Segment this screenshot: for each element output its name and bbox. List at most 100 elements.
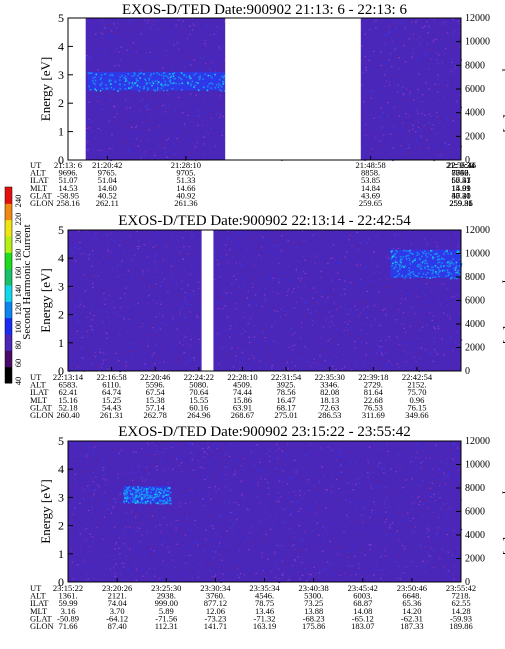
noise-speck (186, 38, 189, 40)
band-speck (142, 498, 144, 500)
noise-speck (187, 555, 189, 557)
table-cell: 261.36 (174, 198, 197, 208)
noise-speck (356, 500, 358, 502)
noise-speck (370, 259, 373, 261)
noise-speck (116, 470, 118, 472)
noise-speck (171, 273, 173, 275)
noise-speck (455, 536, 458, 538)
noise-speck (203, 136, 205, 138)
noise-speck (311, 476, 313, 478)
band-speck (424, 262, 426, 265)
noise-speck (434, 328, 436, 330)
noise-speck (416, 443, 419, 445)
noise-speck (154, 154, 156, 156)
band-speck (183, 74, 186, 77)
noise-speck (425, 287, 428, 289)
noise-speck (396, 363, 399, 365)
noise-speck (197, 124, 199, 126)
noise-speck (101, 296, 104, 298)
noise-speck (146, 104, 148, 106)
noise-speck (140, 157, 142, 159)
noise-speck (366, 576, 369, 579)
panel-3: EXOS-D/TED Date:900902 23:15:22 - 23:55:… (30, 424, 505, 631)
band-speck (187, 81, 189, 84)
noise-speck (459, 469, 462, 471)
noise-speck (316, 301, 319, 303)
noise-speck (140, 568, 142, 570)
noise-speck (161, 322, 164, 324)
noise-speck (424, 546, 426, 548)
noise-speck (94, 489, 96, 491)
noise-speck (187, 468, 189, 470)
noise-speck (176, 570, 178, 572)
noise-speck (249, 317, 251, 319)
band-speck (390, 258, 393, 260)
noise-speck (406, 147, 408, 149)
noise-speck (182, 352, 184, 355)
band-speck (223, 76, 225, 78)
band-speck (437, 273, 439, 275)
noise-speck (213, 576, 216, 578)
noise-speck (145, 578, 147, 580)
noise-speck (367, 104, 370, 107)
noise-speck (204, 43, 206, 45)
noise-speck (392, 514, 394, 516)
noise-speck (155, 508, 157, 510)
noise-speck (153, 269, 155, 271)
noise-speck (187, 507, 190, 510)
noise-speck (366, 290, 368, 292)
noise-speck (235, 529, 238, 531)
noise-speck (271, 447, 273, 449)
noise-speck (422, 504, 424, 506)
noise-speck (398, 555, 400, 557)
noise-speck (257, 548, 260, 550)
band-speck (443, 265, 445, 267)
noise-speck (401, 297, 403, 299)
noise-speck (233, 446, 235, 448)
noise-speck (155, 258, 157, 260)
noise-speck (218, 488, 220, 490)
band-speck (152, 82, 155, 85)
noise-speck (153, 146, 155, 148)
noise-speck (295, 494, 297, 496)
noise-speck (239, 230, 241, 232)
noise-speck (430, 494, 432, 496)
noise-speck (363, 284, 365, 286)
noise-speck (195, 322, 198, 324)
band-speck (222, 77, 224, 79)
noise-speck (435, 38, 437, 40)
noise-speck (450, 58, 453, 60)
band-speck (133, 501, 136, 503)
noise-speck (385, 133, 388, 135)
band-speck (145, 82, 148, 84)
band-speck (180, 72, 183, 74)
noise-speck (425, 25, 427, 27)
noise-speck (255, 304, 258, 306)
noise-speck (261, 469, 263, 471)
noise-speck (71, 299, 73, 301)
noise-speck (418, 504, 420, 506)
band-speck (421, 261, 424, 264)
noise-speck (131, 471, 133, 473)
noise-speck (89, 465, 92, 467)
noise-speck (410, 95, 412, 97)
band-speck (450, 277, 453, 280)
noise-speck (332, 337, 335, 339)
noise-speck (403, 44, 405, 47)
noise-speck (336, 456, 338, 458)
noise-speck (241, 494, 243, 497)
noise-speck (351, 545, 354, 547)
noise-speck (148, 443, 150, 446)
noise-speck (248, 304, 250, 306)
noise-speck (390, 71, 392, 73)
noise-speck (229, 528, 232, 530)
noise-speck (125, 365, 127, 367)
noise-speck (192, 494, 194, 496)
noise-speck (174, 457, 177, 459)
noise-speck (231, 314, 233, 316)
noise-speck (197, 110, 200, 112)
band-speck (144, 495, 146, 498)
noise-speck (167, 143, 169, 145)
noise-speck (160, 503, 162, 505)
noise-speck (68, 337, 71, 339)
